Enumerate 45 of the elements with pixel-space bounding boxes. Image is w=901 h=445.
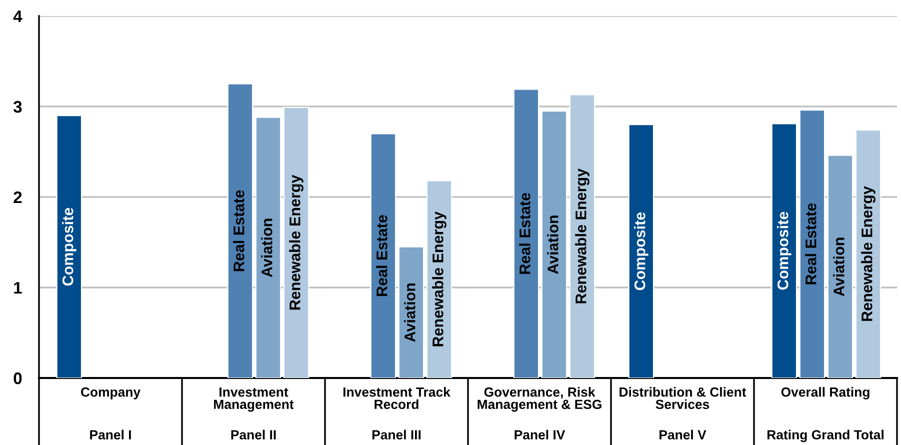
text: Real Estate — [233, 190, 244, 272]
text: Aviation — [833, 238, 844, 296]
y-tick-label: 4 — [13, 10, 22, 22]
bar — [569, 94, 596, 378]
bar — [827, 154, 854, 378]
x-tick-label: Investment Management — [214, 388, 294, 412]
bar — [56, 114, 82, 378]
x-tick-label: Investment Track Record — [343, 387, 450, 410]
text: Aviation — [404, 283, 416, 342]
bar — [283, 106, 310, 378]
series-label: Aviation — [261, 218, 272, 278]
bar — [771, 123, 798, 378]
text: Composite — [62, 208, 76, 286]
y-tick-label: 2 — [14, 191, 22, 204]
series-label: Real Estate — [376, 215, 388, 296]
bar — [541, 110, 568, 378]
bar — [370, 133, 396, 378]
bar — [628, 124, 654, 378]
x-tick-label: Distribution & Client Services — [620, 387, 746, 410]
text: Panel I — [90, 430, 131, 440]
text: Rating Grand Total — [768, 430, 884, 442]
text: Real Estate — [805, 203, 816, 284]
x-tick-label: Governance, Risk Management & ESG — [478, 387, 602, 412]
series-label: Renewable Energy — [289, 174, 304, 310]
bar — [227, 83, 254, 378]
bar — [513, 88, 540, 378]
text: Aviation — [547, 216, 558, 274]
text: Panel II — [231, 430, 276, 440]
text: Renewable Energy — [432, 212, 446, 346]
series-label: Composite — [634, 212, 648, 290]
text: Renewable Energy — [575, 168, 590, 304]
text: Panel IV — [514, 430, 566, 440]
x-tick-label: Company — [80, 387, 140, 400]
x-tick-label: Overall Rating — [781, 387, 870, 400]
bar — [255, 116, 282, 378]
y-tick-label: 3 — [13, 100, 22, 113]
y-tick-label: 0 — [14, 372, 22, 384]
text: Composite — [777, 212, 792, 290]
text: Panel III — [372, 430, 421, 440]
text: Panel V — [660, 430, 706, 440]
bar — [398, 246, 424, 378]
y-tick-label: 1 — [14, 282, 22, 294]
bar — [799, 110, 826, 378]
text: Renewable Energy — [861, 186, 876, 321]
text: Real Estate — [519, 192, 530, 274]
